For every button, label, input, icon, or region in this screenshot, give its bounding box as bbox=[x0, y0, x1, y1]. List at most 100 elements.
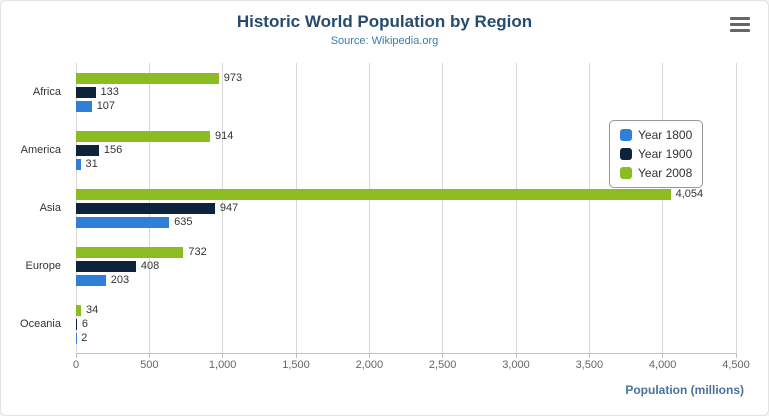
gridline bbox=[735, 63, 737, 353]
value-label: 31 bbox=[85, 158, 98, 170]
value-label: 635 bbox=[174, 216, 193, 228]
x-axis-labels: 0 500 1,000 1,500 2,000 2,500 3,000 3,500 4,000 4… bbox=[72, 359, 750, 373]
x-tick-label: 3,000 bbox=[502, 359, 530, 371]
y-axis-labels: Africa America Asia Europe Oceania bbox=[1, 63, 69, 353]
bar-row: 6 bbox=[76, 318, 736, 330]
bar-year-1800[interactable] bbox=[76, 100, 92, 112]
bar-row: 34 bbox=[76, 304, 736, 316]
bar-year-1900[interactable] bbox=[76, 260, 136, 272]
bar-group: 4,054 947 635 bbox=[76, 179, 736, 237]
bar-year-1800[interactable] bbox=[76, 274, 106, 286]
legend-item[interactable]: Year 1800 bbox=[620, 128, 692, 142]
bar-group: 914 156 31 bbox=[76, 121, 736, 179]
bar-year-1900[interactable] bbox=[76, 86, 96, 98]
bar-row: 107 bbox=[76, 100, 736, 112]
axis-tick bbox=[442, 353, 444, 358]
legend-swatch bbox=[620, 129, 632, 141]
category-label: Africa bbox=[32, 86, 61, 98]
bar-row: 156 bbox=[76, 144, 736, 156]
bar-year-2008[interactable] bbox=[76, 246, 184, 258]
value-label: 107 bbox=[96, 100, 116, 112]
bar-year-1900[interactable] bbox=[76, 202, 215, 214]
bar-group: 34 6 2 bbox=[76, 295, 736, 353]
gridline bbox=[368, 63, 370, 353]
bar-row: 31 bbox=[76, 158, 736, 170]
bar-row: 914 bbox=[76, 130, 736, 142]
gridline bbox=[295, 63, 297, 353]
gridline bbox=[515, 63, 517, 353]
menu-bar bbox=[730, 29, 750, 32]
legend-label: Year 2008 bbox=[638, 166, 693, 180]
bar-year-2008[interactable] bbox=[76, 130, 211, 142]
x-axis-title: Population (millions) bbox=[625, 383, 744, 397]
legend-item[interactable]: Year 2008 bbox=[620, 166, 692, 180]
x-tick-label: 1,000 bbox=[208, 359, 237, 371]
menu-bar bbox=[730, 23, 750, 26]
value-label: 6 bbox=[81, 318, 88, 330]
x-tick-label: 4,500 bbox=[722, 359, 750, 371]
bar-row: 408 bbox=[76, 260, 736, 272]
chart-subtitle: Source: Wikipedia.org bbox=[330, 35, 439, 47]
x-tick-label: 2,000 bbox=[355, 359, 384, 371]
category-label: Asia bbox=[39, 202, 61, 214]
legend: Year 1800 Year 1900 Year 2008 bbox=[609, 120, 704, 188]
gridline bbox=[222, 63, 224, 353]
value-label: 732 bbox=[188, 246, 207, 258]
bar-row: 732 bbox=[76, 246, 736, 258]
bar-year-2008[interactable] bbox=[76, 72, 219, 84]
x-tick-label: 1,500 bbox=[282, 359, 310, 371]
chart-title: Historic World Population by Region bbox=[236, 12, 533, 31]
x-tick-label: 4,000 bbox=[648, 359, 677, 371]
legend-label: Year 1800 bbox=[638, 128, 693, 142]
menu-bar bbox=[730, 17, 750, 20]
gridline bbox=[588, 63, 590, 353]
bar-row: 133 bbox=[76, 86, 736, 98]
bar-year-1900[interactable] bbox=[76, 318, 77, 330]
bar-year-2008[interactable] bbox=[76, 304, 81, 316]
bar-year-1800[interactable] bbox=[76, 158, 81, 170]
value-label: 973 bbox=[223, 72, 243, 84]
axis-tick bbox=[368, 353, 370, 358]
value-label: 2 bbox=[81, 332, 88, 344]
bar-groups: 973 133 107 914 156 31 4,054 947 635 732 408 203 34 6… bbox=[76, 63, 736, 353]
x-tick-label: 0 bbox=[72, 359, 80, 371]
plot-area: 973 133 107 914 156 31 4,054 947 635 732 408 203 34 6… bbox=[75, 63, 737, 358]
bar-row: 4,054 bbox=[76, 188, 736, 200]
x-tick-label: 2,500 bbox=[428, 359, 457, 371]
gridline bbox=[442, 63, 444, 353]
bar-row: 973 bbox=[76, 72, 736, 84]
value-label: 156 bbox=[103, 144, 123, 156]
bar-row: 2 bbox=[76, 332, 736, 344]
axis-tick bbox=[735, 353, 737, 358]
x-tick-label: 500 bbox=[140, 359, 159, 371]
axis-tick bbox=[588, 353, 590, 358]
value-label: 4,054 bbox=[675, 188, 704, 200]
value-label: 34 bbox=[85, 304, 99, 316]
legend-label: Year 1900 bbox=[638, 147, 693, 161]
axis-tick bbox=[148, 353, 150, 358]
legend-swatch bbox=[620, 167, 632, 179]
bar-row: 203 bbox=[76, 274, 736, 286]
gridline bbox=[662, 63, 664, 353]
bar-group: 732 408 203 bbox=[76, 237, 736, 295]
x-tick-label: 3,500 bbox=[575, 359, 604, 371]
bar-year-1800[interactable] bbox=[76, 216, 170, 228]
bar-row: 635 bbox=[76, 216, 736, 228]
legend-item[interactable]: Year 1900 bbox=[620, 147, 692, 161]
value-label: 914 bbox=[215, 130, 234, 142]
category-label: America bbox=[20, 144, 61, 156]
value-label: 203 bbox=[110, 274, 130, 286]
category-label: Europe bbox=[25, 260, 61, 272]
axis-tick bbox=[295, 353, 297, 358]
axis-tick bbox=[515, 353, 517, 358]
legend-swatch bbox=[620, 148, 632, 160]
bar-year-1900[interactable] bbox=[76, 144, 99, 156]
value-label: 947 bbox=[219, 202, 239, 214]
bar-row: 947 bbox=[76, 202, 736, 214]
axis-tick bbox=[75, 353, 77, 358]
bar-year-2008[interactable] bbox=[76, 188, 671, 200]
axis-tick bbox=[222, 353, 224, 358]
category-label: Oceania bbox=[20, 318, 61, 330]
hamburger-menu-icon[interactable] bbox=[730, 17, 750, 32]
